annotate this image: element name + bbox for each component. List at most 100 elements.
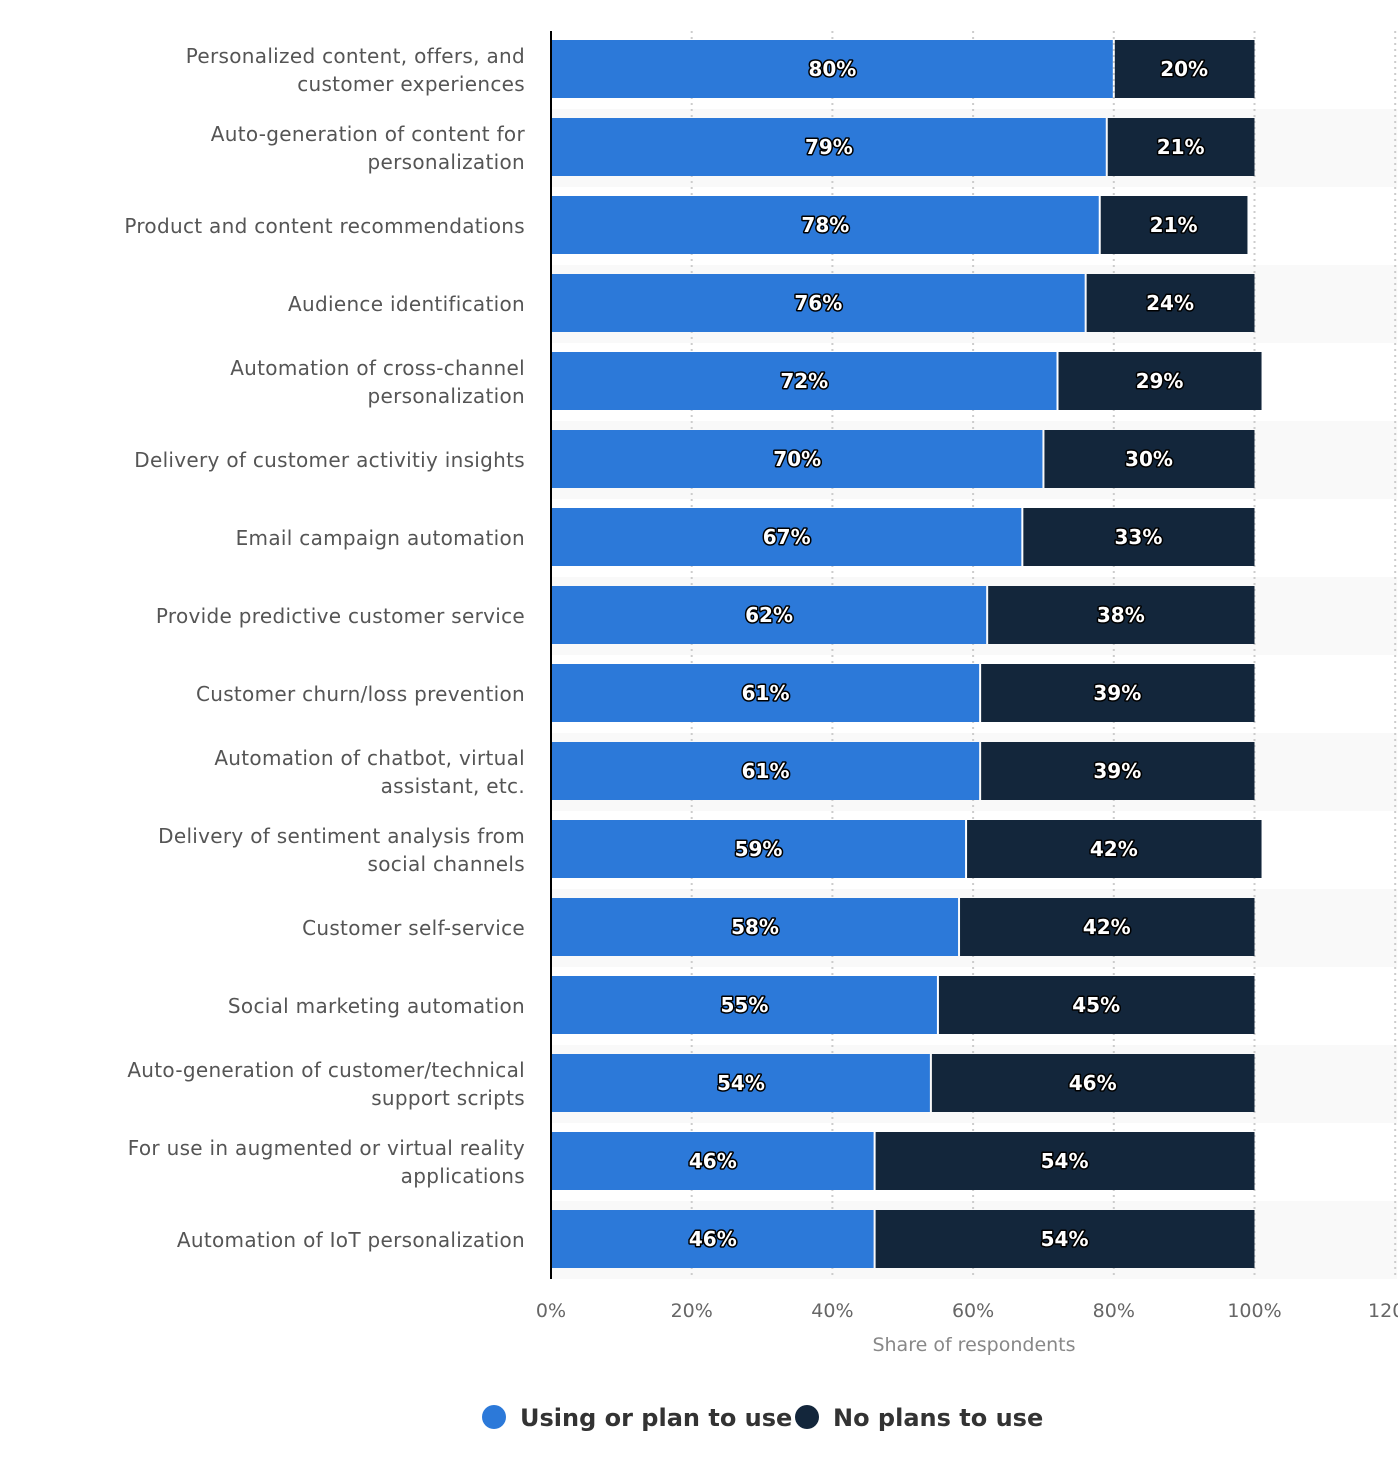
bar-segment [960,898,1255,956]
data-label: 54% [717,1071,765,1095]
category-label-line: Auto-generation of content for [211,122,526,146]
legend-marker-icon [795,1405,819,1429]
bar-segment [1114,40,1255,98]
category-label-line: Personalized content, offers, and [186,44,525,68]
data-label: 42% [1083,915,1131,939]
data-label: 55% [721,993,769,1017]
bar-segment [931,1054,1255,1112]
bar-segment [981,742,1255,800]
category-label-line: Email campaign automation [236,526,525,550]
category-label: Delivery of sentiment analysis from socia… [158,824,525,876]
legend-label: Using or plan to use [520,1404,792,1432]
bar-segment [551,586,987,644]
legend-marker-icon [482,1405,506,1429]
x-tick-label: 100% [1227,1300,1281,1322]
data-label: 67% [763,525,811,549]
data-label: 39% [1093,681,1141,705]
category-label: Customer self-service [302,916,525,940]
category-label-line: personalization [368,150,526,174]
category-label-line: Product and content recommendations [124,214,525,238]
bar-segment [551,274,1085,332]
x-tick-label: 80% [1093,1300,1135,1322]
data-label: 54% [1041,1149,1089,1173]
category-label: For use in augmented or virtual reality a… [128,1136,525,1188]
bar-segment [1086,274,1255,332]
bar-segment [1100,196,1248,254]
category-label-line: Delivery of sentiment analysis from [158,824,525,848]
category-label-line: assistant, etc. [381,774,525,798]
category-label-line: Automation of cross-channel [230,356,525,380]
x-tick-label: 120% [1368,1300,1398,1322]
category-label-line: support scripts [371,1086,525,1110]
category-label-line: Social marketing automation [228,994,525,1018]
category-label: Delivery of customer activitiy insights [134,448,525,472]
category-label-line: Customer churn/loss prevention [196,682,525,706]
category-label-line: Delivery of customer activitiy insights [134,448,525,472]
category-label: Product and content recommendations [124,214,525,238]
bar-segment [1107,118,1255,176]
data-label: 21% [1150,213,1198,237]
bar-segment [981,664,1255,722]
bar-segment [551,352,1057,410]
category-label-line: personalization [368,384,526,408]
data-label: 38% [1097,603,1145,627]
bar-segment [551,742,980,800]
data-label: 78% [801,213,849,237]
bar-segment [551,1132,874,1190]
category-label-line: Automation of chatbot, virtual [214,746,525,770]
data-label: 42% [1090,837,1138,861]
data-label: 45% [1072,993,1120,1017]
legend-item[interactable]: No plans to use [795,1404,1043,1432]
bar-segment [1058,352,1262,410]
category-label-line: social channels [368,852,525,876]
data-label: 46% [689,1227,737,1251]
category-label: Auto-generation of customer/technical sup… [127,1058,525,1110]
data-label: 20% [1160,57,1208,81]
bar-segment [1023,508,1255,566]
x-tick-label: 0% [536,1300,566,1322]
data-label: 30% [1125,447,1173,471]
data-label: 61% [742,681,790,705]
category-label-line: Provide predictive customer service [156,604,525,628]
data-label: 72% [780,369,828,393]
data-label: 70% [773,447,821,471]
bar-segment [875,1210,1255,1268]
x-axis-label: Share of respondents [872,1334,1075,1356]
category-label-line: customer experiences [297,72,525,96]
bar-segment [551,1210,874,1268]
category-label-line: Audience identification [288,292,525,316]
data-label: 24% [1146,291,1194,315]
legend-label: No plans to use [833,1404,1043,1432]
category-label: Customer churn/loss prevention [196,682,525,706]
data-label: 46% [689,1149,737,1173]
category-label-line: applications [401,1164,525,1188]
category-label: Automation of IoT personalization [177,1228,525,1252]
data-label: 80% [808,57,856,81]
bar-segment [551,508,1022,566]
category-label: Personalized content, offers, and custome… [186,44,525,96]
category-label: Social marketing automation [228,994,525,1018]
category-label-line: Automation of IoT personalization [177,1228,525,1252]
bar-segment [875,1132,1255,1190]
bar-segment [551,898,959,956]
bar-segment [967,820,1262,878]
category-label: Email campaign automation [236,526,525,550]
bar-segment [1044,430,1255,488]
category-label: Automation of cross-channel personalizati… [230,356,525,408]
bar-segment [551,1054,930,1112]
data-label: 76% [794,291,842,315]
bar-segment [551,430,1043,488]
category-label: Provide predictive customer service [156,604,525,628]
legend-item[interactable]: Using or plan to use [482,1404,792,1432]
bar-segment [551,976,937,1034]
data-label: 62% [745,603,793,627]
x-tick-label: 20% [671,1300,713,1322]
category-label-line: Auto-generation of customer/technical [127,1058,525,1082]
bar-segment [551,118,1106,176]
x-tick-label: 60% [952,1300,994,1322]
bar-segment [551,40,1113,98]
data-label: 58% [731,915,779,939]
data-label: 46% [1069,1071,1117,1095]
data-label: 79% [805,135,853,159]
